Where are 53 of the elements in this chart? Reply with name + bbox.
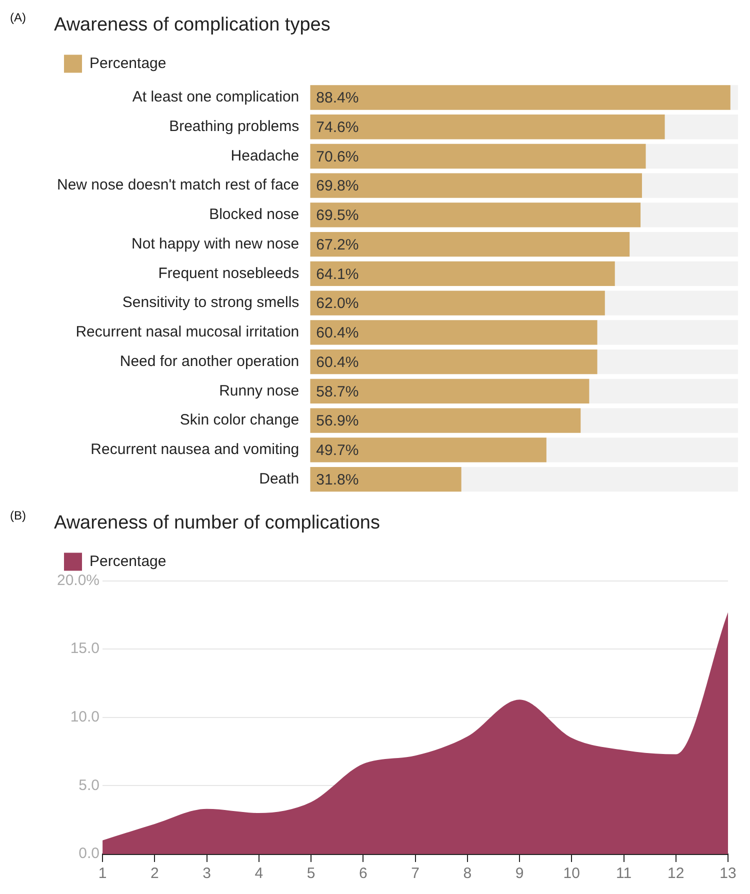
text: (B) <box>10 508 26 522</box>
y-tick-label: New nose doesn't match rest of face <box>56 176 300 194</box>
data-label: 70.6% <box>316 148 359 166</box>
data-label: 64.1% <box>316 266 359 283</box>
data-label: 69.5% <box>316 207 359 224</box>
y-tick-label: Headache <box>230 147 300 164</box>
x-tick-label: 9 <box>515 865 524 882</box>
data-label: 60.4% <box>316 324 359 342</box>
legend-label: Percentage <box>90 54 166 72</box>
x-tick-label: 12 <box>668 865 684 882</box>
y-tick-label: Runny nose <box>219 382 300 400</box>
data-label: 31.8% <box>316 471 359 488</box>
data-label: 69.8% <box>316 178 359 195</box>
chart-title: Awareness of complication types <box>54 14 330 36</box>
y-tick-label: Breathing problems <box>169 118 300 135</box>
data-label: 58.7% <box>316 383 359 400</box>
y-tick-label: Recurrent nausea and vomiting <box>90 441 300 458</box>
y-tick-label: Not happy with new nose <box>132 235 300 252</box>
x-tick-label: 2 <box>150 865 159 882</box>
bar <box>310 85 730 110</box>
y-tick-label: 20.0% <box>56 572 100 589</box>
x-tick-label: 4 <box>254 865 264 882</box>
x-tick-label: 10 <box>563 865 580 882</box>
y-tick-label: 0.0 <box>78 845 100 862</box>
y-tick-label: Frequent nosebleeds <box>158 264 300 282</box>
x-tick-label: 5 <box>306 865 316 882</box>
data-label: 60.4% <box>316 354 359 371</box>
y-tick-label: Blocked nose <box>209 206 300 224</box>
legend-label: Percentage <box>90 552 166 570</box>
x-tick-label: 3 <box>202 865 211 882</box>
y-tick-label: At least one complication <box>132 88 300 106</box>
x-tick-label: 1 <box>98 865 107 882</box>
x-tick-label: 7 <box>411 865 420 882</box>
text: (A) <box>10 10 26 24</box>
data-label: 88.4% <box>316 90 359 107</box>
data-label: 49.7% <box>316 442 359 460</box>
data-label: 56.9% <box>316 412 359 430</box>
x-tick-label: 6 <box>358 865 368 882</box>
data-label: 74.6% <box>316 119 359 136</box>
x-tick-label: 8 <box>463 865 472 882</box>
y-tick-label: Death <box>259 470 300 488</box>
y-tick-label: Recurrent nasal mucosal irritation <box>76 324 300 341</box>
data-label: 62.0% <box>316 295 359 312</box>
data-label: 67.2% <box>316 236 359 254</box>
y-tick-label: 15.0 <box>70 640 100 658</box>
chart-title: Awareness of number of complications <box>54 512 380 534</box>
y-tick-label: Need for another operation <box>120 352 300 370</box>
y-tick-label: Sensitivity to strong smells <box>122 294 300 312</box>
y-tick-label: 5.0 <box>78 776 100 794</box>
y-tick-label: Skin color change <box>180 412 300 429</box>
x-tick-label: 13 <box>720 865 736 882</box>
x-tick-label: 11 <box>616 865 632 882</box>
y-tick-label: 10.0 <box>70 708 100 726</box>
